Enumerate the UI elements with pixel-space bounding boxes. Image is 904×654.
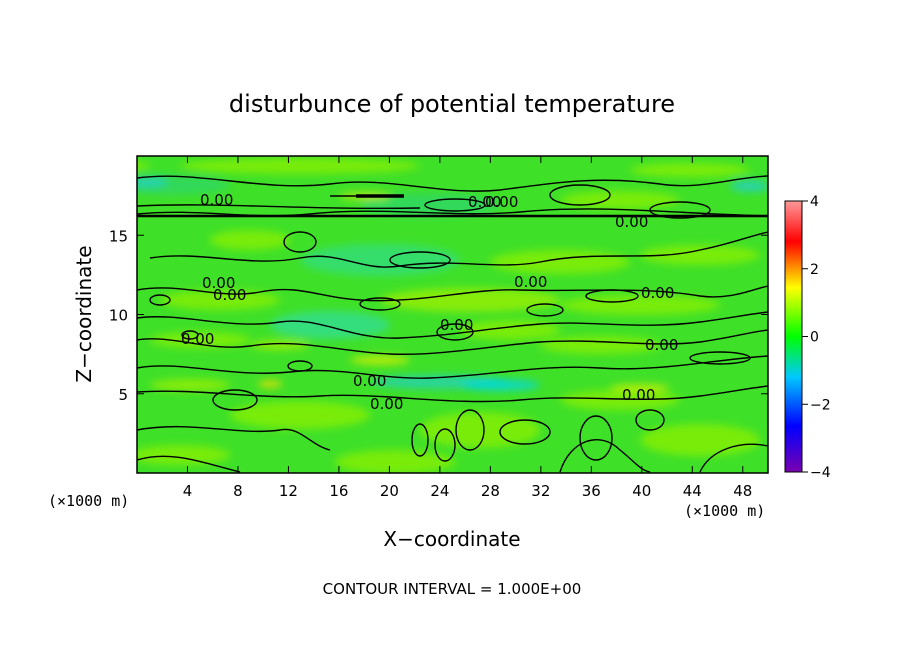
- contour-label: 0.00: [485, 193, 518, 211]
- y-tick-label: 15: [109, 227, 128, 245]
- x-tick-label: 36: [582, 482, 601, 500]
- y-tick-label: 10: [109, 307, 128, 325]
- contour-label: 0.00: [641, 284, 674, 302]
- contour-label: 0.00: [468, 193, 501, 211]
- colorbar-tick-label: 4: [810, 194, 819, 210]
- contour-label: 0.00: [202, 274, 235, 292]
- contour-label: 0.00: [514, 273, 547, 291]
- axis-ticks: [137, 156, 768, 473]
- y-tick-label: 5: [118, 386, 128, 404]
- contour-label: 0.00: [213, 286, 246, 304]
- x-axis-label: X−coordinate: [383, 527, 520, 551]
- x-tick-label: 40: [632, 482, 651, 500]
- x-unit-label: (×1000 m): [48, 492, 129, 510]
- y-axis-label: Z−coordinate: [72, 245, 96, 382]
- colorbar-tick-label: −2: [810, 397, 831, 413]
- contour-interval-note: CONTOUR INTERVAL = 1.000E+00: [323, 580, 582, 598]
- x-tick-label: 4: [183, 482, 193, 500]
- contour-label-group: 0.00 0.000.000.000.000.000.000.000.00 0.00…: [181, 191, 678, 413]
- colorbar-ticks: 4 2 0 −2 −4: [802, 194, 831, 481]
- contour-label: 0.00: [200, 191, 233, 209]
- contour-label: 0.00: [181, 330, 214, 348]
- x-tick-label: 28: [481, 482, 500, 500]
- contour-label: 0.00: [370, 395, 403, 413]
- colorbar-tick-label: −4: [810, 465, 831, 481]
- colorbar: [784, 200, 803, 473]
- contour-label: 0.00: [622, 386, 655, 404]
- contour-label: 0.00: [440, 316, 473, 334]
- contour-lines: [137, 175, 768, 473]
- chart-title: disturbunce of potential temperature: [229, 90, 675, 118]
- x-tick-label: 44: [683, 482, 702, 500]
- x-tick-label: 48: [733, 482, 752, 500]
- colorbar-tick-label: 0: [810, 330, 819, 346]
- x-tick-label: 20: [380, 482, 399, 500]
- x-tick-label: 12: [279, 482, 298, 500]
- x-tick-label: 24: [430, 482, 449, 500]
- x-tick-label: 8: [233, 482, 243, 500]
- z-unit-label: (×1000 m): [684, 502, 765, 520]
- contour-label: 0.00: [615, 213, 648, 231]
- contour-label: 0.00: [353, 372, 386, 390]
- plot-area: 0.00 0.000.000.000.000.000.000.000.00 0.00…: [137, 156, 768, 473]
- x-tick-label: 16: [329, 482, 348, 500]
- contour-label: 0.00: [645, 336, 678, 354]
- colorbar-tick-label: 2: [810, 262, 819, 278]
- x-tick-label: 32: [531, 482, 550, 500]
